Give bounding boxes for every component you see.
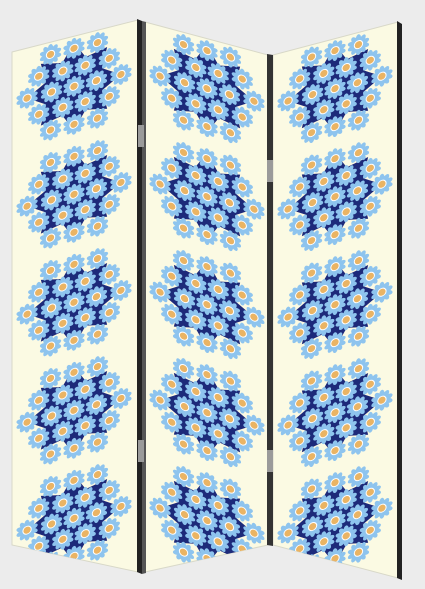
frame-edge xyxy=(397,21,402,580)
frame-post xyxy=(267,54,273,546)
frame-post xyxy=(142,21,146,574)
hinge xyxy=(138,440,144,462)
hinge xyxy=(138,125,144,147)
hinge xyxy=(267,450,273,472)
frame-post xyxy=(137,19,142,574)
hinge xyxy=(267,160,273,182)
